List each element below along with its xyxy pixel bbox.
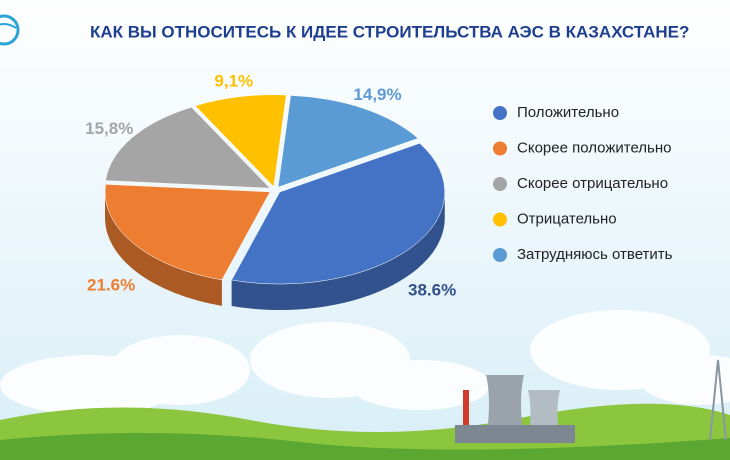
slice bbox=[194, 94, 287, 188]
slice bbox=[277, 95, 419, 188]
slice-top bbox=[105, 106, 271, 189]
slice-top bbox=[104, 184, 271, 281]
slice bbox=[231, 142, 445, 311]
slice bbox=[104, 184, 271, 306]
value-label: 15,8% bbox=[85, 119, 133, 138]
legend-marker bbox=[493, 248, 507, 262]
slice-side bbox=[105, 191, 222, 306]
slice-side bbox=[231, 192, 445, 311]
legend-marker bbox=[493, 177, 507, 191]
legend-label: Отрицательно bbox=[517, 210, 617, 227]
slice-top bbox=[231, 142, 445, 285]
value-label: 38.6% bbox=[408, 281, 456, 300]
pie: 38.6% 21.6% 15,8% 9,1% 14,9% bbox=[85, 72, 456, 311]
value-label: 9,1% bbox=[214, 72, 253, 91]
legend: Положительно Скорее положительно Скорее от… bbox=[493, 104, 673, 263]
legend-label: Скорее отрицательно bbox=[517, 175, 668, 192]
legend-marker bbox=[493, 141, 507, 156]
slice-top bbox=[194, 94, 287, 188]
legend-marker bbox=[493, 106, 507, 120]
slice-top bbox=[277, 95, 419, 188]
value-label: 14,9% bbox=[353, 85, 401, 104]
logo bbox=[0, 14, 20, 46]
hills-front bbox=[0, 432, 730, 460]
legend-label: Скорее положительно bbox=[517, 139, 671, 156]
legend-label: Положительно bbox=[517, 104, 619, 121]
legend-marker bbox=[493, 212, 507, 227]
chart-title: КАК ВЫ ОТНОСИТЕСЬ К ИДЕЕ СТРОИТЕЛЬСТВА А… bbox=[90, 22, 689, 41]
clouds bbox=[0, 310, 730, 415]
legend-label: Затрудняюсь ответить bbox=[517, 246, 673, 263]
value-label: 21.6% bbox=[87, 275, 135, 294]
power-plant bbox=[455, 359, 727, 443]
slice bbox=[105, 106, 271, 189]
